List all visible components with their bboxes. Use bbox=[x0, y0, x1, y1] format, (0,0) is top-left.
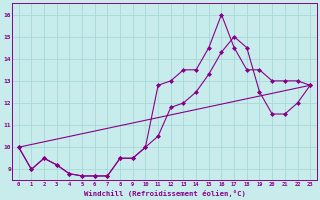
X-axis label: Windchill (Refroidissement éolien,°C): Windchill (Refroidissement éolien,°C) bbox=[84, 190, 245, 197]
